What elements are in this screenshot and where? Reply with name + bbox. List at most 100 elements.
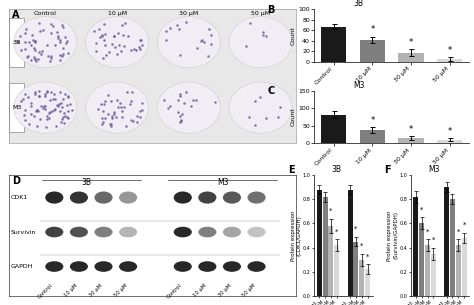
Ellipse shape — [70, 192, 88, 204]
Bar — [399, 138, 424, 143]
Bar — [347, 190, 353, 296]
Text: Control: Control — [37, 283, 55, 300]
Bar — [413, 197, 419, 296]
Text: *: * — [370, 25, 374, 34]
Y-axis label: Protein expression
(CDK1/GAPDH): Protein expression (CDK1/GAPDH) — [291, 210, 301, 261]
Text: 10 μM: 10 μM — [64, 283, 79, 298]
Y-axis label: Count: Count — [291, 26, 296, 45]
Text: 50 μM: 50 μM — [113, 283, 128, 298]
Text: Control: Control — [166, 283, 183, 300]
Ellipse shape — [223, 192, 241, 204]
FancyBboxPatch shape — [9, 18, 24, 66]
Bar — [462, 238, 466, 296]
Ellipse shape — [229, 17, 292, 68]
Ellipse shape — [45, 192, 64, 204]
Text: E: E — [288, 166, 294, 175]
Ellipse shape — [223, 261, 241, 272]
Bar — [359, 260, 364, 296]
Ellipse shape — [119, 192, 137, 204]
FancyBboxPatch shape — [9, 83, 24, 132]
Bar — [328, 226, 333, 296]
Bar — [334, 245, 339, 296]
Bar — [399, 53, 424, 62]
Ellipse shape — [94, 261, 112, 272]
Ellipse shape — [223, 227, 241, 237]
Bar — [365, 269, 370, 296]
Text: C: C — [268, 87, 275, 96]
Text: A: A — [12, 10, 20, 20]
Bar — [437, 140, 462, 143]
Ellipse shape — [94, 227, 112, 237]
Ellipse shape — [173, 192, 192, 204]
Ellipse shape — [157, 82, 220, 133]
Text: *: * — [335, 228, 338, 234]
Text: GAPDH: GAPDH — [11, 264, 33, 269]
Ellipse shape — [229, 82, 292, 133]
Text: Survivin: Survivin — [11, 230, 36, 235]
Ellipse shape — [45, 261, 64, 272]
Ellipse shape — [70, 261, 88, 272]
Text: 50 μM: 50 μM — [242, 283, 256, 298]
Text: 10 μM: 10 μM — [192, 283, 207, 298]
Text: *: * — [447, 46, 452, 55]
Bar — [360, 40, 385, 62]
Text: *: * — [366, 254, 369, 260]
Bar — [444, 187, 449, 296]
Text: *: * — [329, 208, 333, 214]
Ellipse shape — [173, 261, 192, 272]
Text: *: * — [354, 226, 357, 232]
Y-axis label: Protein expression
(Survivin/GAPDH): Protein expression (Survivin/GAPDH) — [387, 210, 398, 261]
Y-axis label: Count: Count — [291, 108, 296, 126]
Ellipse shape — [45, 227, 64, 237]
Text: *: * — [447, 127, 452, 136]
Ellipse shape — [198, 227, 217, 237]
Text: CDK1: CDK1 — [11, 195, 28, 200]
Ellipse shape — [157, 17, 220, 68]
Ellipse shape — [70, 227, 88, 237]
Ellipse shape — [14, 82, 77, 133]
Text: M3: M3 — [12, 105, 21, 110]
Bar — [437, 59, 462, 62]
Text: *: * — [409, 38, 413, 47]
Ellipse shape — [198, 261, 217, 272]
Ellipse shape — [247, 261, 265, 272]
Text: 30 μM: 30 μM — [217, 283, 232, 298]
Ellipse shape — [119, 227, 137, 237]
Ellipse shape — [94, 192, 112, 204]
Text: *: * — [456, 228, 460, 234]
Text: *: * — [420, 206, 423, 213]
Bar — [317, 190, 322, 296]
Ellipse shape — [85, 82, 149, 133]
Text: M3: M3 — [428, 165, 440, 174]
Text: Control: Control — [34, 11, 57, 16]
Ellipse shape — [119, 261, 137, 272]
Text: 30 μM: 30 μM — [89, 283, 103, 298]
Ellipse shape — [173, 227, 192, 237]
Text: *: * — [463, 222, 466, 228]
Text: 30 μM: 30 μM — [179, 11, 199, 16]
Text: *: * — [409, 125, 413, 134]
Text: B: B — [268, 5, 275, 15]
Text: 3B: 3B — [332, 165, 342, 174]
Text: *: * — [370, 117, 374, 125]
Bar — [419, 224, 424, 296]
Text: M3: M3 — [217, 178, 228, 187]
Bar — [321, 27, 346, 62]
Ellipse shape — [198, 192, 217, 204]
Text: 3B: 3B — [81, 178, 91, 187]
Bar — [450, 199, 455, 296]
Bar — [323, 197, 328, 296]
Text: 3B: 3B — [12, 40, 21, 45]
Text: D: D — [12, 176, 20, 186]
Ellipse shape — [85, 17, 149, 68]
Ellipse shape — [247, 227, 265, 237]
Ellipse shape — [14, 17, 77, 68]
Bar — [354, 242, 358, 296]
Text: *: * — [426, 228, 429, 234]
Text: 10 μM: 10 μM — [108, 11, 127, 16]
Text: M3: M3 — [353, 81, 365, 90]
Bar — [431, 253, 436, 296]
Text: *: * — [432, 237, 435, 243]
Bar — [425, 245, 430, 296]
Text: 3B: 3B — [353, 0, 363, 8]
